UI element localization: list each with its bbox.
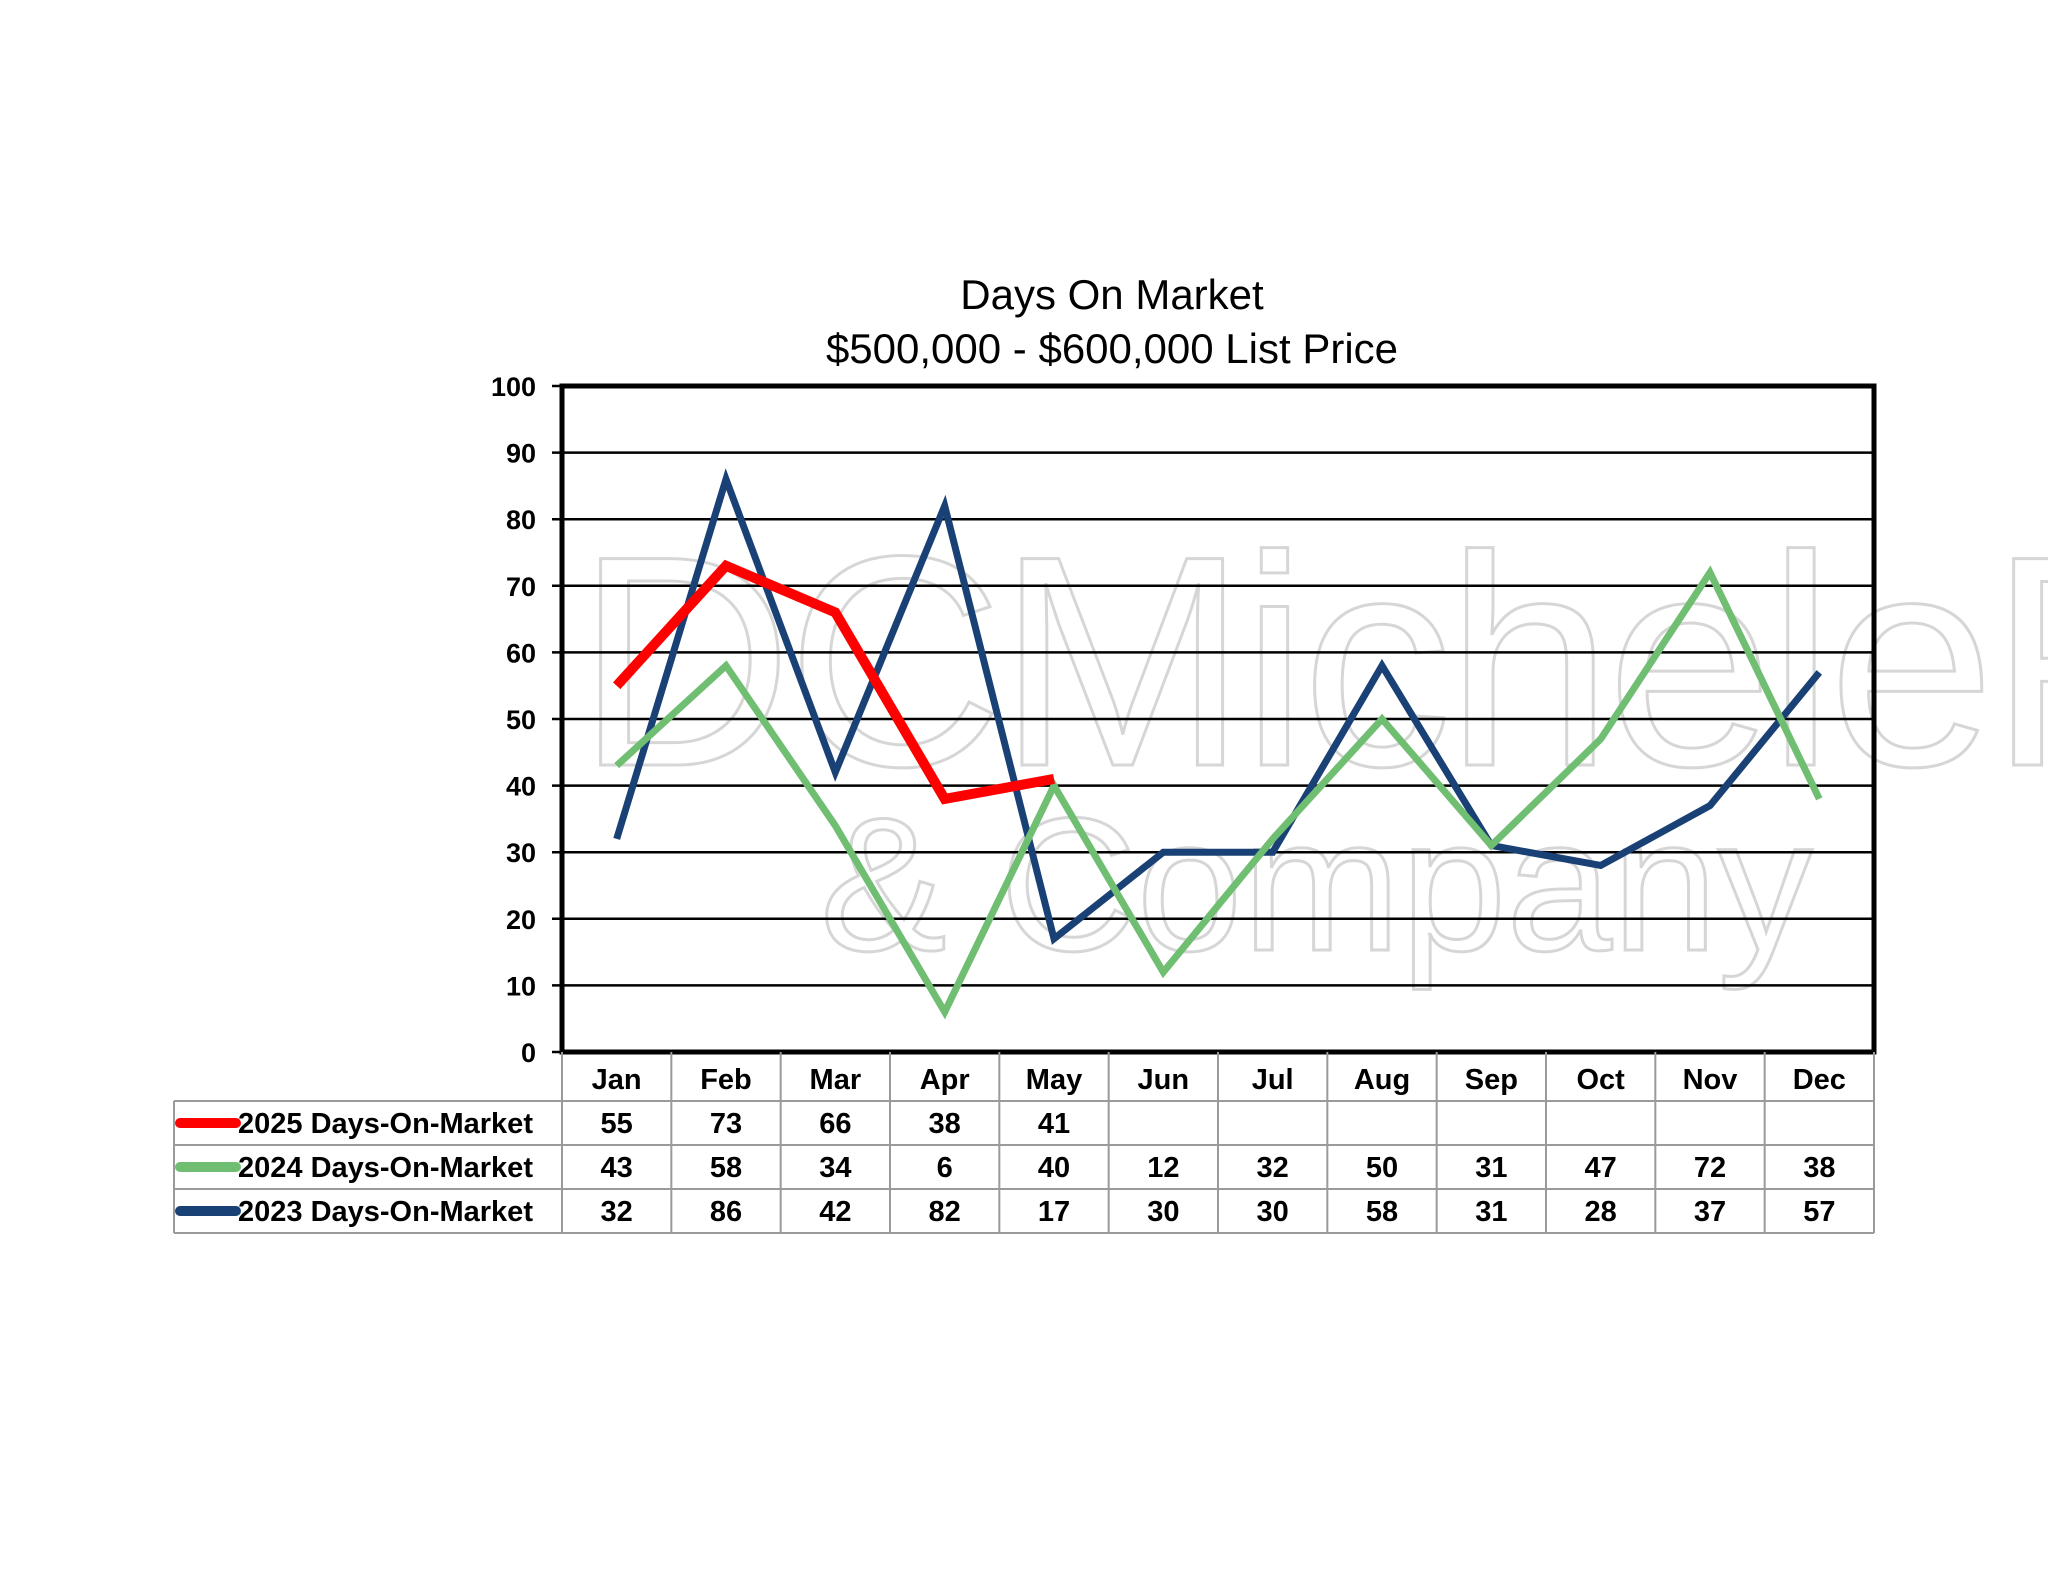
x-tick-label-may: May [1026,1064,1082,1096]
data-label: 38 [929,1108,961,1140]
data-label: 6 [937,1152,953,1184]
data-label: 86 [710,1196,742,1228]
y-tick-label-50: 50 [506,705,536,735]
y-axis-tick-labels: 0 10 20 30 40 50 60 70 80 90 100 [491,372,536,1068]
series-line-2025 [613,559,1055,805]
data-label: 43 [601,1152,633,1184]
y-tick-label-30: 30 [506,838,536,868]
watermark-text-sub: & Company [820,779,1813,991]
x-tick-label-feb: Feb [700,1064,752,1096]
data-label: 30 [1147,1196,1179,1228]
y-tick-label-90: 90 [506,439,536,469]
data-label: 66 [819,1108,851,1140]
y-tick-label-60: 60 [506,638,536,668]
data-label: 58 [710,1152,742,1184]
chart-title: Days On Market [960,271,1264,318]
x-tick-label-oct: Oct [1576,1064,1625,1096]
data-label: 55 [601,1108,633,1140]
x-tick-label-mar: Mar [810,1064,862,1096]
series-line-2024 [614,565,1823,1020]
x-tick-label-sep: Sep [1465,1064,1518,1096]
data-label: 58 [1366,1196,1398,1228]
data-label: 40 [1038,1152,1070,1184]
data-label: 31 [1475,1152,1507,1184]
data-label: 57 [1803,1196,1835,1228]
data-label: 38 [1803,1152,1835,1184]
data-label: 17 [1038,1196,1070,1228]
y-tick-label-40: 40 [506,772,536,802]
y-tick-label-70: 70 [506,572,536,602]
x-tick-label-apr: Apr [920,1064,970,1096]
data-label: 50 [1366,1152,1398,1184]
data-label: 42 [819,1196,851,1228]
watermark-logo: DCMicheleFlory & Company [575,492,2048,993]
x-tick-label-jan: Jan [592,1064,642,1096]
y-tick-label-100: 100 [491,372,536,402]
x-tick-label-jun: Jun [1138,1064,1190,1096]
data-label: 12 [1147,1152,1179,1184]
data-label: 47 [1585,1152,1617,1184]
data-label: 72 [1694,1152,1726,1184]
x-tick-label-aug: Aug [1354,1064,1410,1096]
watermark-text-main: DCMicheleFlory [576,493,2048,831]
y-tick-label-80: 80 [506,505,536,535]
data-label: 73 [710,1108,742,1140]
chart-subtitle: $500,000 - $600,000 List Price [826,325,1398,372]
legend-label-2025: 2025 Days-On-Market [238,1108,533,1140]
data-label: 37 [1694,1196,1726,1228]
legend-label-2024: 2024 Days-On-Market [238,1152,533,1184]
data-label: 32 [601,1196,633,1228]
x-tick-label-jul: Jul [1252,1064,1294,1096]
x-tick-label-nov: Nov [1683,1064,1738,1096]
data-label: 34 [819,1152,851,1184]
data-label: 31 [1475,1196,1507,1228]
data-label: 32 [1257,1152,1289,1184]
y-tick-label-10: 10 [506,971,536,1001]
x-tick-label-dec: Dec [1793,1064,1846,1096]
data-label: 28 [1585,1196,1617,1228]
data-label: 41 [1038,1108,1070,1140]
series-line-2023 [613,468,1823,945]
data-table: Jan Feb Mar Apr May Jun Jul Aug Sep Oct Nov Dec 2025… [173,1052,1875,1234]
legend-label-2023: 2023 Days-On-Market [238,1196,533,1228]
y-tick-label-0: 0 [521,1038,536,1068]
series-lines [613,468,1823,1020]
data-label: 82 [929,1196,961,1228]
data-label: 30 [1257,1196,1289,1228]
y-tick-label-20: 20 [506,905,536,935]
